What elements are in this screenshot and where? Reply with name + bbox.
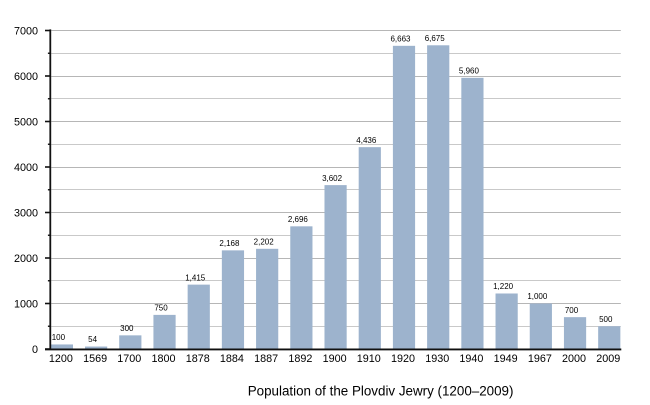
- svg-text:1,220: 1,220: [493, 282, 514, 291]
- svg-text:1940: 1940: [459, 353, 483, 365]
- svg-text:0: 0: [32, 344, 38, 356]
- svg-text:1920: 1920: [391, 353, 415, 365]
- svg-text:1569: 1569: [83, 353, 107, 365]
- svg-text:2000: 2000: [14, 253, 38, 265]
- svg-text:1200: 1200: [49, 353, 73, 365]
- svg-text:1967: 1967: [528, 353, 552, 365]
- svg-text:2009: 2009: [596, 353, 620, 365]
- svg-text:3,602: 3,602: [322, 174, 343, 183]
- svg-text:54: 54: [88, 335, 97, 344]
- svg-text:1700: 1700: [117, 353, 141, 365]
- svg-text:500: 500: [599, 315, 613, 324]
- svg-text:1884: 1884: [220, 353, 244, 365]
- svg-text:6,663: 6,663: [390, 35, 411, 44]
- svg-text:7000: 7000: [14, 26, 38, 38]
- svg-text:300: 300: [120, 324, 134, 333]
- svg-text:1,415: 1,415: [185, 273, 206, 282]
- svg-text:5,960: 5,960: [459, 67, 480, 76]
- svg-text:2,696: 2,696: [288, 215, 309, 224]
- svg-text:1930: 1930: [425, 353, 449, 365]
- svg-text:6,675: 6,675: [425, 34, 446, 43]
- svg-text:1900: 1900: [323, 353, 347, 365]
- svg-text:100: 100: [52, 333, 66, 342]
- svg-text:1800: 1800: [152, 353, 176, 365]
- svg-text:4,436: 4,436: [356, 136, 377, 145]
- svg-text:2,168: 2,168: [219, 239, 240, 248]
- svg-text:2,202: 2,202: [254, 238, 275, 247]
- svg-text:1,000: 1,000: [527, 292, 548, 301]
- svg-text:2000: 2000: [562, 353, 586, 365]
- svg-text:1910: 1910: [357, 353, 381, 365]
- svg-text:750: 750: [154, 304, 168, 313]
- svg-text:1878: 1878: [186, 353, 210, 365]
- svg-text:Population of the Plovdiv Jewr: Population of the Plovdiv Jewry (1200–20…: [248, 384, 514, 399]
- svg-text:1000: 1000: [14, 299, 38, 311]
- svg-text:3000: 3000: [14, 208, 38, 220]
- svg-text:1892: 1892: [288, 353, 312, 365]
- svg-text:4000: 4000: [14, 162, 38, 174]
- svg-text:1949: 1949: [494, 353, 518, 365]
- svg-text:6000: 6000: [14, 71, 38, 83]
- svg-text:700: 700: [565, 306, 579, 315]
- svg-text:5000: 5000: [14, 117, 38, 129]
- svg-text:1887: 1887: [254, 353, 278, 365]
